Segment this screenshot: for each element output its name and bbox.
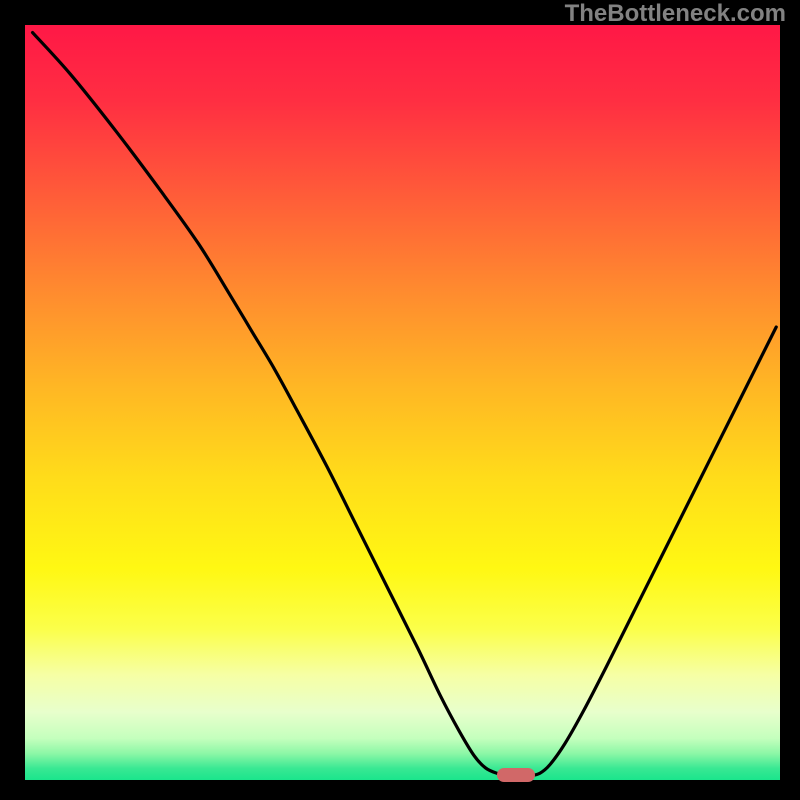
watermark-text: TheBottleneck.com (565, 0, 786, 28)
chart-frame: TheBottleneck.com (0, 0, 800, 800)
bottleneck-curve-path (33, 33, 777, 776)
chart-curve (0, 0, 800, 800)
minimum-marker (497, 768, 535, 782)
